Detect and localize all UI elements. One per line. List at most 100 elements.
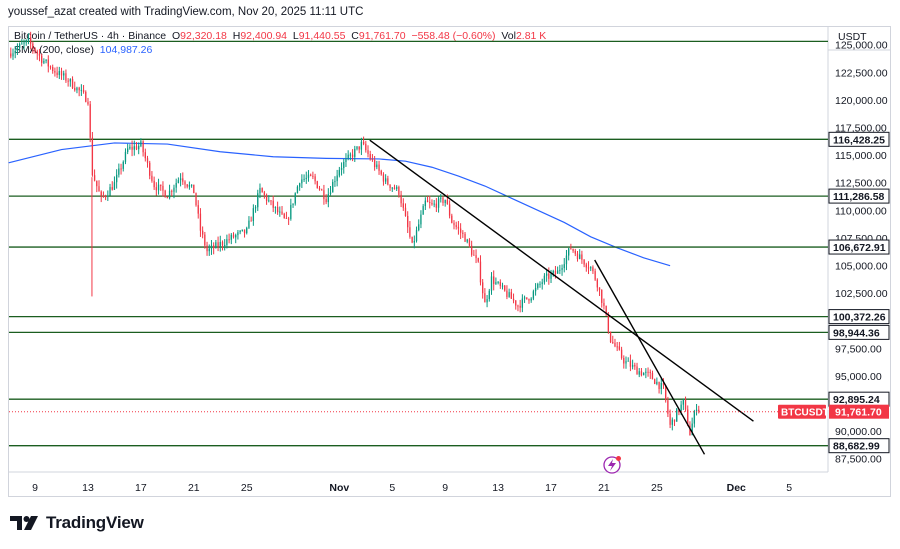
level-price-label: 106,672.91	[833, 242, 886, 254]
candle-body	[173, 187, 175, 192]
candle-body	[351, 154, 354, 157]
candle-body	[292, 203, 294, 205]
candle-body	[526, 297, 528, 299]
candle-body	[545, 273, 548, 276]
candle-body	[429, 202, 431, 204]
candle-body	[581, 254, 583, 260]
price-tick-label: 110,000.00	[835, 205, 887, 217]
candle-body	[464, 233, 466, 242]
candle-body	[534, 287, 537, 292]
candle-body	[263, 192, 266, 195]
candle-body	[243, 229, 246, 234]
candle-body	[268, 200, 270, 202]
candle-body	[179, 178, 182, 181]
candle-body	[426, 200, 429, 203]
candle-body	[246, 227, 248, 234]
candle-body	[327, 194, 329, 203]
candle-body	[334, 181, 336, 183]
candle-body	[272, 200, 274, 208]
price-tick-label: 95,000.00	[835, 371, 882, 383]
candle-body	[199, 213, 202, 231]
candle-body	[645, 371, 647, 373]
candle-body	[257, 193, 259, 208]
candle-body	[318, 188, 321, 190]
candle-body	[614, 342, 616, 347]
candle-body	[488, 290, 490, 300]
open-value: 92,320.18	[180, 30, 227, 42]
candle-body	[224, 244, 226, 246]
candle-body	[360, 141, 363, 150]
candle-body	[404, 207, 407, 216]
candle-body	[583, 259, 585, 265]
candle-body	[111, 187, 113, 190]
last-price-label: 91,761.70	[835, 407, 882, 419]
candle-body	[93, 175, 96, 181]
candle-body	[424, 200, 427, 207]
candle-body	[104, 196, 107, 198]
time-tick-label: 21	[598, 482, 610, 494]
high-label: H	[232, 30, 241, 42]
candle-body	[572, 249, 574, 251]
candle-body	[601, 289, 603, 303]
candle-body	[312, 175, 314, 177]
volume-label: Vol	[501, 30, 516, 42]
candle-body	[290, 204, 292, 219]
candle-body	[321, 189, 323, 191]
candle-body	[616, 346, 618, 348]
candle-body	[687, 409, 689, 426]
candle-body	[56, 72, 58, 75]
candle-body	[620, 349, 623, 358]
high-value: 92,400.94	[240, 30, 288, 42]
tradingview-logo[interactable]: TradingView	[10, 513, 144, 533]
candle-body	[182, 178, 184, 182]
candle-body	[329, 192, 332, 195]
candle-body	[431, 203, 433, 205]
candle-body	[554, 270, 557, 274]
price-tick-label: 115,000.00	[835, 150, 887, 162]
candle-body	[656, 381, 658, 384]
candle-body	[347, 154, 349, 159]
candle-body	[499, 282, 501, 286]
candle-body	[226, 239, 228, 245]
candle-body	[12, 53, 14, 57]
candle-body	[96, 180, 98, 187]
candle-body	[10, 53, 12, 57]
level-price-label: 100,372.26	[833, 312, 886, 324]
candle-body	[23, 42, 25, 44]
candle-body	[107, 195, 109, 197]
candle-body	[448, 204, 451, 216]
candle-body	[140, 141, 142, 146]
candle-body	[184, 181, 186, 185]
candle-body	[146, 158, 149, 163]
candle-body	[556, 270, 559, 274]
candle-body	[523, 297, 526, 299]
candle-body	[190, 184, 193, 186]
candle-body	[596, 279, 598, 288]
lightning-bolt-icon	[608, 459, 616, 471]
chart-frame[interactable]	[8, 26, 891, 497]
candle-body	[660, 382, 662, 390]
candle-body	[594, 271, 596, 280]
candle-body	[34, 48, 36, 52]
candle-body	[695, 409, 698, 412]
candle-body	[654, 379, 656, 384]
candle-body	[574, 250, 576, 254]
candle-body	[470, 245, 473, 255]
candle-body	[563, 264, 565, 269]
candle-body	[87, 101, 89, 105]
candle-body	[188, 185, 191, 187]
candle-body	[298, 183, 301, 187]
candle-body	[197, 205, 199, 214]
candle-body	[373, 159, 376, 168]
time-tick-label: 25	[651, 482, 663, 494]
candle-body	[486, 299, 488, 303]
candle-body	[365, 143, 367, 151]
candle-body	[627, 360, 629, 362]
candle-body	[462, 232, 464, 234]
candle-body	[568, 248, 570, 256]
candle-body	[296, 186, 299, 194]
candle-body	[693, 411, 696, 424]
candle-body	[303, 178, 305, 180]
time-tick-label: 13	[492, 482, 504, 494]
